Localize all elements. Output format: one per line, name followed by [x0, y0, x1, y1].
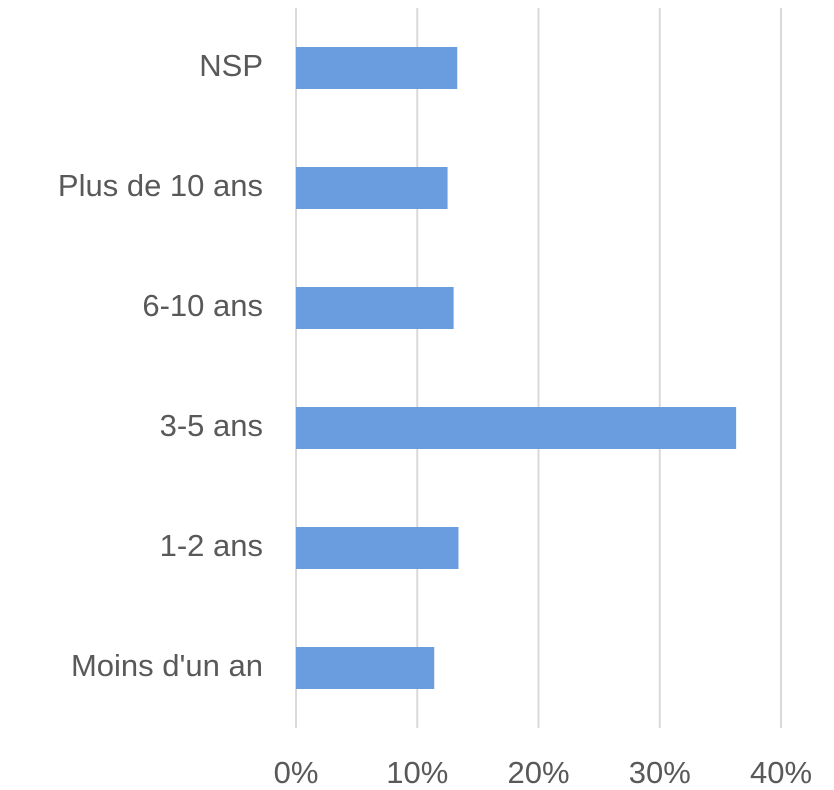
- x-tick-label: 10%: [386, 755, 448, 790]
- x-tick-label: 30%: [629, 755, 691, 790]
- bar: [296, 407, 737, 449]
- y-tick-label: 6-10 ans: [142, 288, 263, 323]
- bar: [296, 47, 458, 89]
- bar: [296, 647, 435, 689]
- x-tick-label: 40%: [750, 755, 812, 790]
- bar: [296, 287, 454, 329]
- y-tick-label: 1-2 ans: [160, 528, 263, 563]
- x-tick-label: 0%: [274, 755, 319, 790]
- y-tick-label: Plus de 10 ans: [58, 168, 263, 203]
- y-tick-label: Moins d'un an: [71, 648, 263, 683]
- bar: [296, 167, 448, 209]
- y-tick-label: 3-5 ans: [160, 408, 263, 443]
- bar: [296, 527, 459, 569]
- y-tick-label: NSP: [199, 48, 263, 83]
- x-tick-label: 20%: [507, 755, 569, 790]
